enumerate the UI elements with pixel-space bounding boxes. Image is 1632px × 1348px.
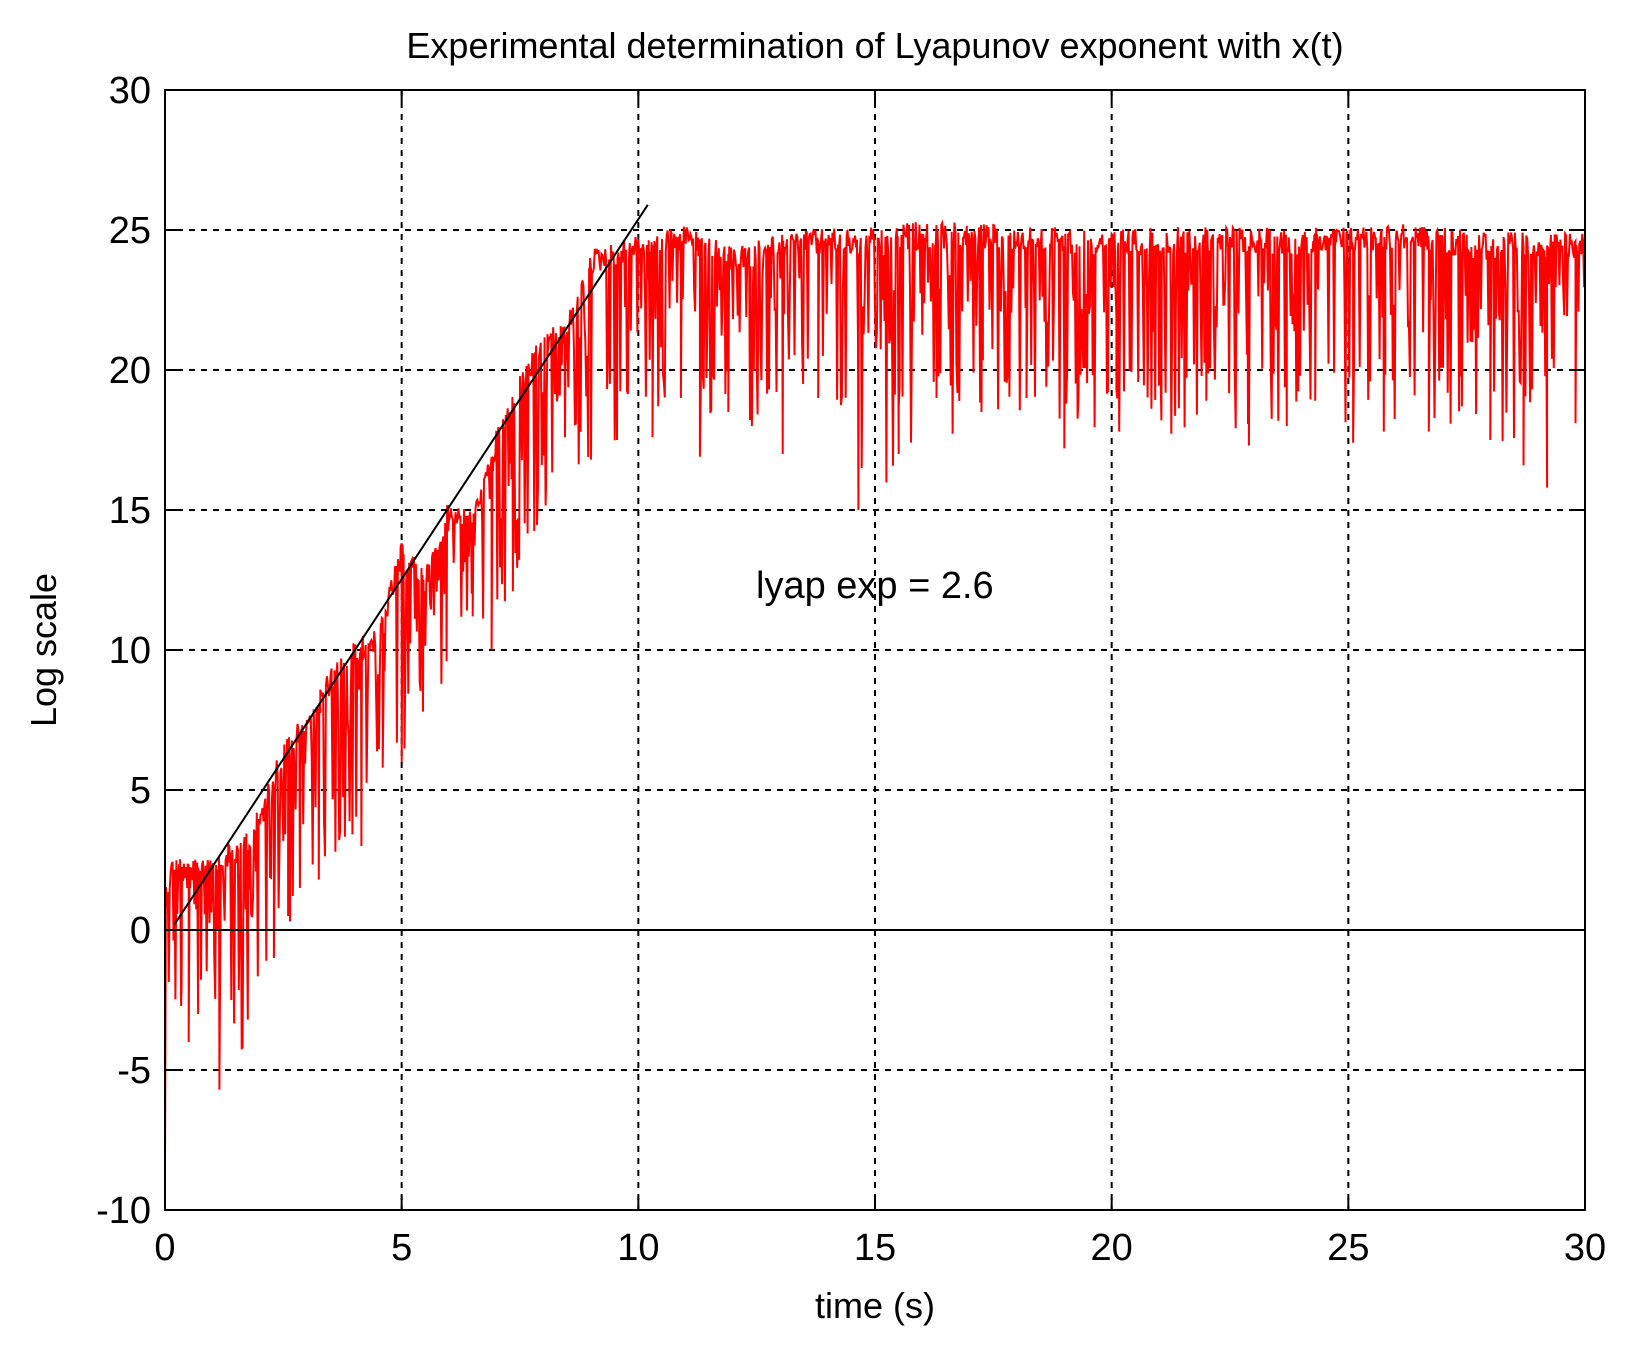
y-tick-label: 20 — [109, 350, 151, 392]
x-tick-labels: 0 5 10 15 20 25 30 — [154, 1227, 1606, 1269]
x-tick-label: 30 — [1564, 1227, 1606, 1269]
y-tick-label: 10 — [109, 630, 151, 672]
y-tick-label: -10 — [96, 1190, 151, 1232]
x-tick-label: 25 — [1327, 1227, 1369, 1269]
axis-ticks — [164, 89, 1586, 1211]
x-axis-label: time (s) — [815, 1285, 935, 1326]
x-tick-label: 10 — [617, 1227, 659, 1269]
x-tick-label: 20 — [1091, 1227, 1133, 1269]
y-tick-label: 5 — [130, 770, 151, 812]
linear-fit-line — [173, 204, 649, 925]
y-tick-label: 25 — [109, 210, 151, 252]
y-tick-label: 15 — [109, 490, 151, 532]
chart-title: Experimental determination of Lyapunov e… — [406, 25, 1343, 66]
x-tick-label: 0 — [154, 1227, 175, 1269]
y-axis-label: Log scale — [23, 573, 64, 727]
lyapunov-exponent-annotation: lyap exp = 2.6 — [756, 565, 994, 607]
x-tick-label: 15 — [854, 1227, 896, 1269]
divergence-series-line — [165, 219, 1585, 1166]
y-tick-label: 30 — [109, 70, 151, 112]
x-tick-label: 5 — [391, 1227, 412, 1269]
y-tick-label: 0 — [130, 910, 151, 952]
y-tick-label: -5 — [117, 1050, 151, 1092]
y-tick-labels: -10 -5 0 5 10 15 20 25 30 — [96, 70, 151, 1232]
